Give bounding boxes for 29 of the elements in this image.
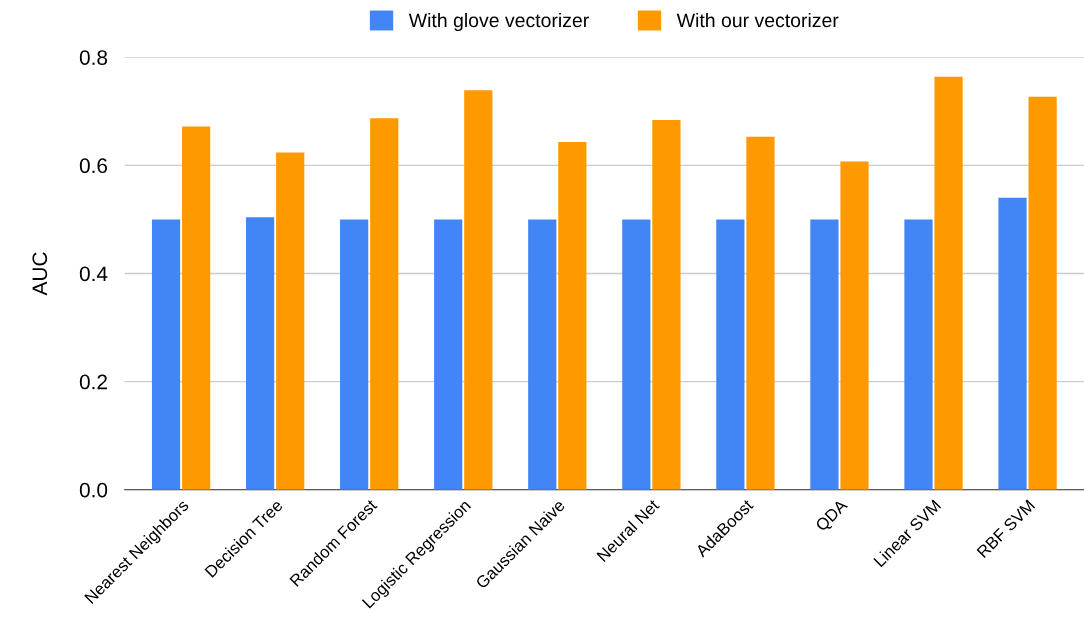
bar: [934, 76, 963, 490]
bar: [558, 142, 587, 490]
bar: [1028, 96, 1057, 490]
bar: [340, 219, 369, 490]
x-tick-label: QDA: [814, 498, 851, 534]
bar: [622, 219, 651, 490]
y-tick-label: 0.2: [79, 374, 107, 390]
bar: [245, 217, 275, 490]
bar: [151, 219, 181, 490]
bar: [998, 197, 1027, 490]
bar: [434, 219, 463, 490]
y-axis-title: AUC: [32, 252, 48, 296]
y-tick-label: 0.6: [79, 158, 108, 174]
bar: [276, 152, 305, 490]
bar: [716, 219, 745, 490]
bar: [464, 90, 493, 490]
bar: [810, 219, 839, 490]
legend-label: With glove vectorizer: [408, 12, 589, 32]
bar: [904, 219, 933, 490]
bar: [370, 118, 399, 490]
y-tick-label: 0.8: [79, 50, 108, 65]
bar: [182, 126, 211, 490]
bar: [528, 219, 557, 490]
bar: [840, 161, 869, 490]
legend-label: With our vectorizer: [676, 12, 839, 28]
y-tick-label: 0.0: [79, 482, 108, 498]
bar: [652, 119, 681, 490]
bar: [746, 136, 775, 490]
y-tick-label: 0.4: [79, 266, 108, 282]
